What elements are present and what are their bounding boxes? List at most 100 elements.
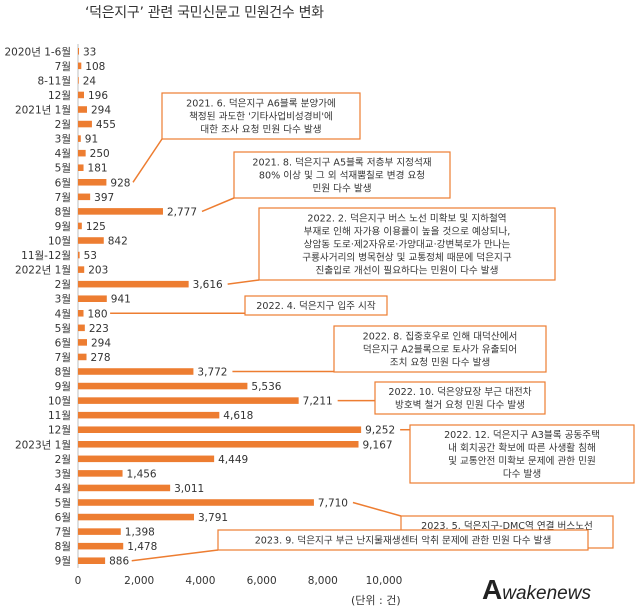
bar bbox=[78, 164, 84, 171]
bar-value-label: 1,456 bbox=[127, 468, 157, 480]
bar-value-label: 928 bbox=[110, 177, 130, 189]
annotation-leader-line bbox=[352, 501, 402, 517]
bar-value-label: 3,791 bbox=[198, 512, 228, 524]
bar bbox=[78, 310, 84, 317]
bar-value-label: 294 bbox=[91, 105, 111, 117]
annotation-text: 방호벽 철거 요청 민원 다수 발생 bbox=[395, 400, 525, 411]
y-tick-label: 2월 bbox=[55, 454, 71, 466]
y-tick-label: 6월 bbox=[55, 177, 71, 189]
bar-value-label: 3,772 bbox=[197, 367, 227, 379]
annotation-text: 2021. 8. 덕은지구 A5블록 저층부 지정석재 bbox=[252, 158, 431, 169]
bar-value-label: 33 bbox=[83, 46, 96, 58]
y-tick-label: 7월 bbox=[55, 61, 71, 73]
annotation-text: 2023. 9. 덕은지구 부근 난지물재생센터 악취 문제에 관한 민원 다수… bbox=[255, 535, 552, 547]
bar-value-label: 53 bbox=[84, 250, 97, 262]
annotation-box bbox=[244, 295, 388, 316]
y-tick-label: 9월 bbox=[55, 221, 71, 233]
bar bbox=[78, 397, 299, 404]
watermark-logo: Awakenews bbox=[482, 574, 591, 605]
annotation-text: 및 교통안전 미확보 문제에 관한 민원 bbox=[448, 455, 596, 467]
annotation-text: 구룡사거리의 병목현상 및 교통정체 때문에 덕은지구 bbox=[302, 252, 512, 264]
bar bbox=[78, 368, 194, 375]
y-tick-label: 5월 bbox=[55, 498, 71, 510]
y-tick-label: 4월 bbox=[55, 148, 71, 160]
bar bbox=[78, 135, 81, 142]
bar-value-label: 180 bbox=[88, 308, 108, 320]
x-tick-label: 4,000 bbox=[185, 575, 215, 587]
x-tick-label: 6,000 bbox=[247, 575, 277, 587]
annotation-leader-line bbox=[201, 197, 235, 213]
bar bbox=[78, 339, 87, 346]
bar-value-label: 941 bbox=[111, 294, 131, 306]
x-tick-label: 8,000 bbox=[308, 575, 338, 587]
bar bbox=[78, 91, 84, 99]
bar-value-label: 223 bbox=[89, 323, 109, 335]
annotation-text: 80% 이상 및 그 외 석재뿜칠로 변경 요청 bbox=[259, 170, 425, 182]
bar-value-label: 9,167 bbox=[363, 439, 393, 451]
bar-value-label: 1,478 bbox=[127, 541, 157, 553]
bar-value-label: 4,618 bbox=[223, 410, 253, 422]
y-tick-label: 9월 bbox=[55, 556, 71, 568]
bar bbox=[78, 222, 82, 230]
bar-value-label: 2,777 bbox=[167, 206, 197, 218]
y-tick-label: 7월 bbox=[55, 192, 71, 204]
bar-value-label: 108 bbox=[85, 61, 105, 73]
annotation-text: 조치 요청 민원 다수 발생 bbox=[390, 357, 490, 369]
bar bbox=[78, 62, 82, 70]
y-tick-label: 8-11월 bbox=[38, 75, 72, 87]
bar bbox=[78, 455, 215, 463]
annotation-text: 상암동 도로·제2자유로·가양대교·강변북로가 만나는 bbox=[304, 239, 511, 251]
bar bbox=[78, 426, 362, 433]
annotation-text: 2022. 4. 덕은지구 입주 시작 bbox=[256, 300, 376, 312]
annotation-text: 민원 다수 발생 bbox=[312, 184, 371, 195]
annotation-leader-line bbox=[132, 138, 163, 183]
y-tick-label: 8월 bbox=[55, 541, 71, 553]
bar bbox=[78, 280, 189, 288]
bar-value-label: 5,536 bbox=[251, 381, 281, 393]
bar-value-label: 3,011 bbox=[174, 483, 204, 495]
bar bbox=[78, 542, 124, 550]
bar-value-label: 3,616 bbox=[193, 279, 223, 291]
bar-value-label: 125 bbox=[86, 221, 106, 233]
annotation-box bbox=[217, 529, 589, 551]
annotation-box bbox=[258, 207, 556, 281]
y-tick-label: 5월 bbox=[55, 163, 71, 175]
bar bbox=[78, 441, 359, 448]
annotation-text: 2022. 12. 덕은지구 A3블록 공동주택 bbox=[444, 430, 600, 441]
y-tick-label: 12월 bbox=[48, 425, 71, 437]
y-tick-label: 12월 bbox=[48, 90, 71, 102]
annotation-text: 진출입로 개선이 필요하다는 민원이 다수 발생 bbox=[316, 265, 499, 277]
bar-value-label: 294 bbox=[91, 337, 111, 349]
chart-title: ‘덕은지구’ 관련 국민신문고 민원건수 변화 bbox=[85, 5, 324, 21]
bar-value-label: 196 bbox=[88, 90, 108, 102]
bar bbox=[78, 237, 104, 244]
annotation-text: 덕은지구 A2블록으로 토사가 유출되어 bbox=[363, 345, 517, 356]
bar bbox=[78, 513, 195, 521]
bar bbox=[78, 557, 106, 564]
annotation-text: 2022. 10. 덕은양묘장 부근 대전차 bbox=[388, 386, 531, 398]
bar bbox=[78, 193, 91, 201]
x-tick-label: 0 bbox=[75, 575, 82, 587]
bar-value-label: 4,449 bbox=[218, 454, 248, 466]
bar-value-label: 203 bbox=[88, 265, 108, 277]
annotation-text: 2022. 2. 덕은지구 버스 노선 미확보 및 지하철역 bbox=[307, 213, 506, 225]
bar bbox=[78, 120, 92, 128]
bar bbox=[78, 77, 79, 84]
y-tick-label: 5월 bbox=[55, 323, 71, 335]
annotation-text: 다수 발생 bbox=[503, 469, 541, 480]
y-tick-label: 2022년 1월 bbox=[15, 265, 71, 277]
bar bbox=[78, 266, 85, 273]
bar bbox=[78, 324, 85, 332]
bar bbox=[78, 499, 314, 506]
bar bbox=[78, 208, 163, 215]
unit-label: (단위 : 건) bbox=[351, 594, 401, 607]
annotation-leader-line bbox=[227, 279, 260, 285]
bar-value-label: 7,710 bbox=[318, 498, 348, 510]
y-tick-label: 11월-12월 bbox=[21, 250, 71, 262]
annotation-text: 내 회치공간 확보에 따른 사생활 침해 bbox=[448, 442, 596, 454]
y-tick-label: 3월 bbox=[55, 294, 71, 306]
bar bbox=[78, 411, 220, 419]
y-tick-label: 6월 bbox=[55, 337, 71, 349]
y-tick-label: 7월 bbox=[55, 352, 71, 364]
y-tick-label: 3월 bbox=[55, 134, 71, 146]
